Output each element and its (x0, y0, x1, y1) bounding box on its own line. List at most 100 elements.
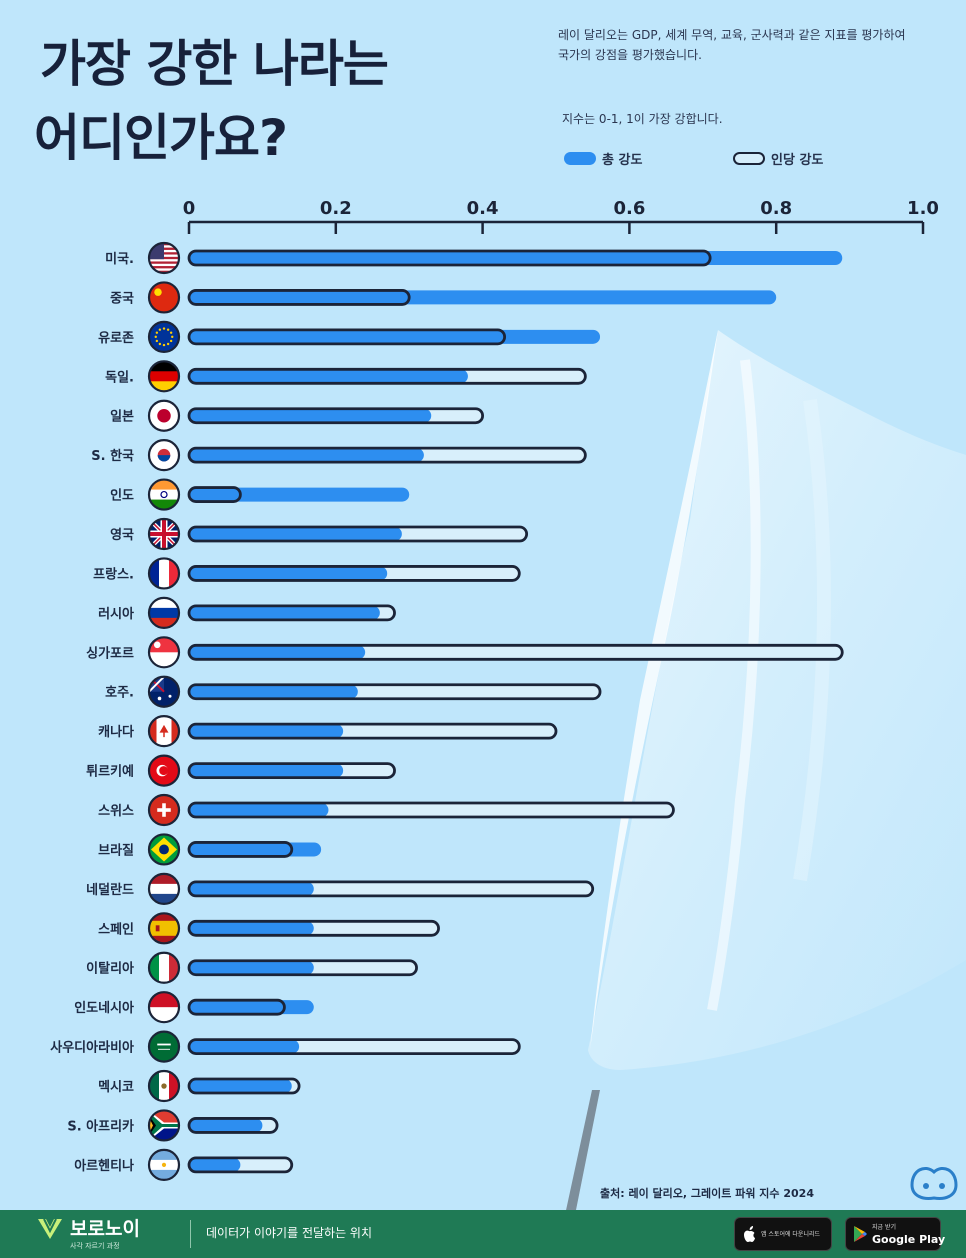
country-label: 네덜란드 (86, 882, 134, 898)
country-row: 스위스 (98, 793, 675, 827)
brazil-flag-icon (147, 833, 181, 866)
flag-outline (147, 596, 181, 629)
india-flag-icon (147, 478, 181, 511)
country-row: 독일. (105, 360, 587, 393)
country-label: 프랑스. (93, 567, 134, 582)
country-row: 튀르키예 (86, 754, 396, 787)
x-tick-label: 0 (183, 198, 196, 219)
total-strength-bar (189, 724, 344, 739)
source-note: 출처: 레이 달리오, 그레이트 파워 지수 2024 (600, 1187, 814, 1200)
total-strength-bar (189, 763, 344, 778)
country-label: 미국. (105, 251, 134, 267)
australia-flag-icon (147, 675, 181, 708)
flag-outline (147, 399, 181, 432)
total-strength-bar (189, 645, 366, 660)
per-capita-strength-bar (187, 289, 411, 306)
flag-outline (147, 320, 181, 353)
flag-outline (147, 1030, 181, 1063)
per-capita-strength-bar (187, 880, 595, 898)
country-label: 호주. (105, 686, 134, 701)
flag-outline (147, 912, 181, 945)
x-axis: 0 0.2 0.4 0.6 0.8 1.0 (183, 198, 939, 234)
per-capita-strength-bar (187, 801, 675, 819)
voronoi-logo-icon (38, 1218, 62, 1239)
france-flag-icon (147, 557, 181, 590)
legend-total-strength: 총 강도 (564, 149, 642, 168)
country-row: 브라질 (98, 833, 322, 866)
country-row: 일본 (110, 399, 485, 432)
per-capita-strength-bar (187, 1156, 294, 1174)
footer-divider (190, 1220, 191, 1248)
per-capita-strength-bar (187, 328, 507, 346)
total-strength-bar (189, 1039, 300, 1054)
flag-outline (147, 1109, 181, 1142)
total-strength-bar (189, 448, 424, 463)
italy-flag-icon (147, 951, 181, 984)
japan-flag-icon (147, 399, 181, 432)
flag-outline (147, 951, 181, 984)
uk-flag-icon (147, 517, 181, 551)
country-row: 스페인 (98, 912, 440, 945)
country-label: 튀르키예 (86, 764, 134, 780)
per-capita-strength-bar (187, 525, 529, 543)
legend-per-capita-label: 인당 강도 (771, 152, 824, 168)
flag-outline (147, 557, 181, 590)
flag-outline (147, 360, 181, 393)
flag-outline (147, 241, 181, 275)
flag-outline (147, 478, 181, 511)
country-row: 러시아 (98, 596, 396, 629)
country-label: S. 한국 (91, 448, 134, 464)
usa-flag-icon (147, 241, 181, 275)
legend-per-capita-swatch (733, 151, 765, 165)
legend-total-swatch (564, 151, 596, 165)
flag-outline (147, 872, 181, 905)
total-strength-bar (189, 960, 314, 975)
flag-outline (147, 754, 181, 787)
country-label: 러시아 (98, 606, 134, 622)
country-label: 사우디아라비아 (50, 1040, 134, 1056)
app-store-badge-text: 앱 스토어에 다운니리드 (761, 1231, 821, 1238)
total-strength-bar (189, 684, 358, 699)
page-title-line1: 가장 강한 나라는 (40, 35, 389, 93)
country-row: 미국. (105, 241, 843, 275)
spain-flag-icon (147, 912, 181, 945)
south-korea-flag-icon (147, 439, 181, 472)
total-strength-bar (189, 408, 432, 423)
per-capita-strength-bar (187, 1117, 279, 1134)
country-label: 브라질 (98, 842, 134, 858)
footer-bar: 보로노이 사각 자르기 과정 데이터가 이야기를 전달하는 위치 앱 스토어에 … (0, 1210, 966, 1258)
per-capita-strength-bar (187, 643, 844, 661)
x-tick-label: 0.4 (467, 198, 499, 219)
per-capita-strength-bar (187, 367, 587, 385)
total-strength-bar (189, 1000, 314, 1015)
eurozone-flag-icon (147, 320, 181, 353)
google-play-badge[interactable]: 지금 받기 Google Play (845, 1217, 945, 1251)
country-label: 인도네시아 (74, 1000, 134, 1016)
total-strength-bar (189, 881, 314, 896)
total-strength-bar (189, 1079, 292, 1094)
country-row: 이탈리아 (86, 951, 418, 984)
per-capita-strength-bar (187, 446, 587, 464)
corner-logo-icon (910, 1167, 958, 1200)
country-label: 이탈리아 (86, 961, 134, 977)
brand-subtitle: 사각 자르기 과정 (70, 1242, 120, 1250)
singapore-flag-icon (147, 636, 181, 669)
per-capita-strength-bar (187, 407, 485, 425)
country-row: S. 한국 (91, 439, 587, 472)
flag-outline (147, 517, 181, 551)
total-strength-bar (189, 290, 777, 305)
per-capita-strength-bar (187, 919, 440, 937)
country-row: 캐나다 (98, 715, 558, 748)
germany-flag-icon (147, 360, 181, 393)
indonesia-flag-icon (147, 991, 181, 1024)
legend-per-capita-strength: 인당 강도 (733, 149, 824, 168)
app-store-badge[interactable]: 앱 스토어에 다운니리드 (734, 1217, 832, 1251)
south-africa-flag-icon (147, 1109, 181, 1142)
x-tick-label: 1.0 (907, 198, 939, 219)
per-capita-strength-bar (187, 1038, 521, 1055)
country-row: 호주. (105, 675, 602, 708)
per-capita-strength-bar (187, 841, 294, 858)
per-capita-strength-bar (187, 722, 558, 740)
total-strength-bar (189, 566, 388, 581)
